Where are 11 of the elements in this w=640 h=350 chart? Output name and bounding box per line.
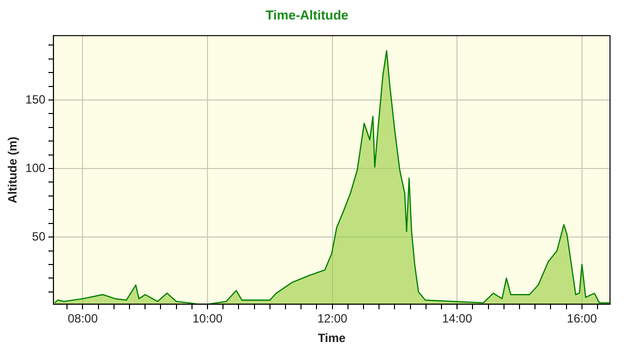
- chart-title: Time-Altitude: [266, 7, 348, 22]
- x-tick-label: 14:00: [442, 312, 472, 326]
- x-tick-label: 16:00: [566, 312, 598, 326]
- y-tick-label: 50: [32, 229, 46, 244]
- x-axis-title: Time: [318, 331, 346, 346]
- x-tick-label: 08:00: [68, 312, 98, 326]
- y-axis-title: Altitude (m): [6, 136, 20, 204]
- x-tick-label: 12:00: [317, 312, 348, 326]
- x-tick-label: 10:00: [192, 312, 223, 326]
- y-tick-label: 100: [25, 160, 46, 175]
- y-tick-label: 150: [25, 92, 46, 106]
